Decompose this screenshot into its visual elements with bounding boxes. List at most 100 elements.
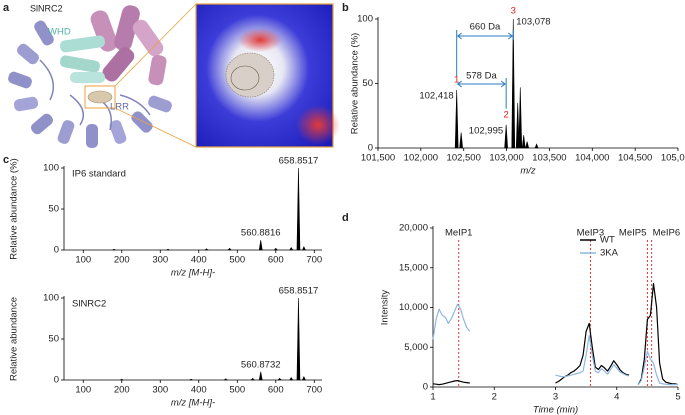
peak-number: 3 [511, 6, 516, 17]
x-tick-label: 101,500 [361, 153, 395, 164]
legend-label: WT [600, 235, 615, 246]
x-tick-label: 500 [229, 385, 245, 396]
peak [459, 132, 463, 149]
peak-label: 102,418 [419, 90, 453, 101]
peak [518, 87, 523, 149]
y-tick-label: 100 [43, 163, 59, 174]
x-tick-label: 100 [75, 255, 91, 266]
peak [166, 248, 170, 251]
peak-label: 560.8732 [241, 359, 281, 370]
series-line [432, 303, 678, 386]
peak [273, 247, 278, 251]
y-tick-label: 10,000 [399, 302, 428, 313]
peak-number: 1 [454, 74, 459, 85]
peak [189, 378, 193, 381]
y-axis-label: Relative abundance (%) [350, 33, 361, 134]
x-tick-label: 300 [152, 385, 168, 396]
x-tick-label: 100 [75, 385, 91, 396]
peak [521, 135, 526, 149]
y-tick-label: 100 [357, 14, 373, 25]
peak-label: 560.8816 [241, 228, 281, 239]
annotation-arrow [456, 80, 506, 88]
peak [289, 246, 294, 251]
legend-label: 3KA [600, 248, 619, 259]
panel-label: a [3, 2, 10, 14]
y-tick-label: 0 [54, 245, 59, 256]
x-tick-label: 104,500 [618, 153, 652, 164]
marker-label: MeIP1 [445, 228, 472, 239]
x-tick-label: 104,000 [575, 153, 609, 164]
y-tick-label: 5,000 [404, 342, 428, 353]
peak [296, 297, 301, 381]
y-tick-label: 0 [368, 143, 373, 154]
x-tick-label: 300 [152, 255, 168, 266]
x-tick-label: 1 [430, 392, 435, 403]
peak-label: 103,078 [516, 17, 550, 28]
peak [250, 377, 255, 381]
annotation-arrow [456, 32, 514, 40]
x-tick-label: 700 [306, 255, 322, 266]
peak [120, 378, 124, 381]
peak [511, 18, 516, 149]
panel-label: b [342, 2, 349, 14]
x-tick-label: 105,000 [661, 153, 685, 164]
peak [525, 141, 530, 149]
y-axis-label: Relative abundance [9, 297, 20, 381]
chart-title: IP6 standard [72, 169, 126, 180]
peak [301, 245, 306, 251]
x-axis-label: Time (min) [533, 405, 578, 415]
peak-label: 658.8517 [279, 156, 319, 167]
peak-number: 2 [503, 109, 508, 120]
annotation: 660 Da [470, 22, 501, 33]
annotation: 578 Da [466, 71, 497, 82]
peak [301, 375, 306, 381]
x-tick-label: 4 [614, 392, 619, 403]
domain-label: LRR [110, 102, 129, 113]
peak-label: 658.8517 [279, 286, 319, 297]
marker-label: MeIP5 [619, 228, 646, 239]
peak [515, 102, 520, 149]
x-tick-label: 200 [114, 385, 130, 396]
panel-label: c [3, 154, 9, 166]
peak [223, 378, 229, 381]
x-axis-label: m/z [520, 166, 536, 177]
peak [296, 167, 301, 251]
x-tick-label: 2 [492, 392, 497, 403]
x-tick-label: 103,000 [489, 153, 523, 164]
peak [289, 376, 294, 381]
y-tick-label: 50 [48, 334, 59, 345]
annotation-line [505, 30, 514, 109]
x-tick-label: 5 [675, 392, 680, 403]
y-tick-label: 20,000 [399, 223, 428, 234]
chart-title: SlNRC2 [72, 299, 106, 310]
x-tick-label: 400 [191, 255, 207, 266]
y-tick-label: 100 [43, 293, 59, 304]
peak [534, 143, 539, 149]
x-tick-label: 600 [268, 255, 284, 266]
x-tick-label: 3 [553, 392, 558, 403]
panel-a-illustration: a SlNRC2 [3, 2, 340, 148]
peak [454, 89, 459, 149]
y-tick-label: 50 [48, 204, 59, 215]
x-tick-label: 102,500 [447, 153, 481, 164]
series-line [432, 283, 679, 386]
y-tick-label: 15,000 [399, 262, 428, 273]
peak [204, 248, 209, 251]
x-tick-label: 600 [268, 385, 284, 396]
x-axis-label: m/z [M-H]- [171, 268, 215, 279]
domain-label: WHD [48, 27, 71, 38]
peak [112, 248, 116, 251]
y-axis-label: Relative abundance (%) [9, 158, 20, 259]
x-tick-label: 103,500 [532, 153, 566, 164]
peak [258, 371, 263, 381]
y-tick-label: 0 [423, 382, 428, 393]
x-axis-label: m/z [M-H]- [171, 398, 215, 409]
x-tick-label: 200 [114, 255, 130, 266]
x-tick-label: 700 [306, 385, 322, 396]
y-tick-label: 0 [54, 375, 59, 386]
protein-label: SlNRC2 [30, 3, 63, 13]
marker-label: MeIP3 [577, 228, 604, 239]
peak [504, 124, 508, 149]
marker-label: MeIP6 [653, 228, 680, 239]
